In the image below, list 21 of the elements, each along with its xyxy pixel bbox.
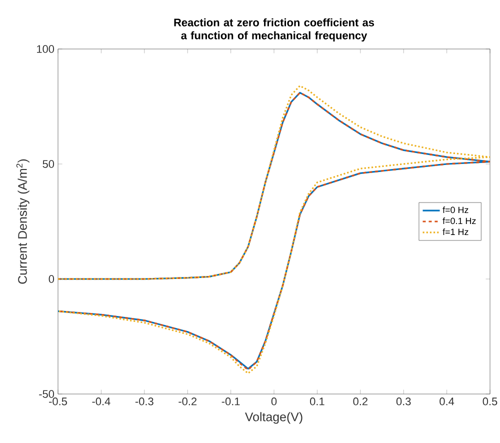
x-tick-label: 0.2 bbox=[353, 398, 368, 406]
x-tick-label: 0.3 bbox=[396, 398, 411, 406]
chart-title: Reaction at zero friction coefficient as a function of mechanical frequency bbox=[174, 18, 374, 42]
legend-label: f=1 Hz bbox=[442, 228, 468, 235]
y-tick-label: 0 bbox=[48, 275, 54, 283]
x-tick-label: -0.4 bbox=[92, 398, 110, 406]
x-tick-label: -0.3 bbox=[135, 398, 154, 406]
legend-label: f=0 Hz bbox=[442, 206, 468, 214]
x-tick-label: 0 bbox=[271, 398, 277, 406]
y-axis-title: Current Density (A/m$^{2}$) bbox=[16, 159, 30, 284]
x-tick-label: -0.2 bbox=[178, 398, 196, 406]
legend-label: f=0.1 Hz bbox=[442, 218, 476, 224]
x-tick-label: 0.1 bbox=[310, 398, 324, 406]
y-tick-label: 50 bbox=[42, 160, 54, 168]
x-tick-label: 0.4 bbox=[440, 398, 454, 406]
x-tick-label: 0.5 bbox=[482, 398, 498, 406]
x-axis-title: Voltage(V) bbox=[244, 412, 302, 424]
x-tick-label: -0.5 bbox=[49, 398, 67, 406]
y-tick-label: -50 bbox=[39, 390, 54, 398]
y-tick-label: 100 bbox=[37, 45, 54, 53]
x-tick-label: -0.1 bbox=[222, 398, 240, 406]
